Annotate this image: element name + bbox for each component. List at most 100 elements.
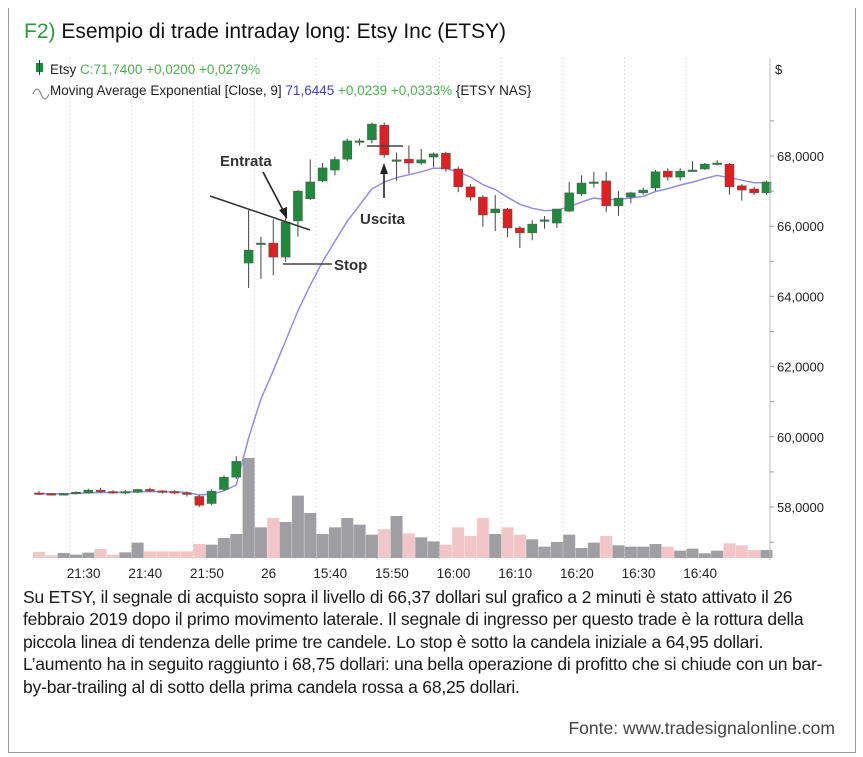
candle-body-down [502, 208, 513, 229]
y-tick-label: 62,0000 [777, 360, 824, 375]
candle-body-down [145, 489, 155, 492]
candle-body-up [256, 242, 266, 245]
volume-bar [131, 542, 144, 558]
candle [34, 491, 44, 495]
volume-bar [649, 544, 662, 558]
entry-label: Entrata [220, 153, 272, 170]
candle [675, 168, 685, 181]
volume-bar [205, 544, 218, 558]
x-tick-label: 16:10 [498, 566, 532, 581]
candle-body-down [194, 496, 205, 506]
exit-arrowhead-icon [380, 163, 388, 174]
y-tick-label: 66,0000 [777, 219, 824, 234]
y-tick-label: 58,0000 [777, 500, 824, 515]
candle [539, 216, 550, 229]
volume-bar [69, 554, 82, 558]
candle [293, 190, 303, 237]
volume-bar [476, 518, 489, 558]
candle [157, 490, 168, 494]
x-tick-label: 16:30 [622, 566, 656, 581]
volume-bars [33, 458, 773, 558]
volume-bar [612, 545, 625, 558]
exit-label: Uscita [360, 211, 406, 228]
volume-bar [427, 541, 440, 558]
candle-body-up [83, 489, 94, 494]
candle-body-up [650, 171, 661, 189]
candle [404, 145, 414, 174]
grid [69, 58, 687, 560]
candle-body-up [342, 140, 352, 160]
candle [268, 219, 279, 276]
volume-bar [119, 552, 132, 558]
figure-title: F2) Esempio di trade intraday long: Etsy… [24, 20, 506, 44]
candle [145, 487, 155, 493]
x-tick-label: 16:20 [560, 566, 594, 581]
candle [182, 491, 192, 497]
candle [465, 184, 476, 201]
volume-bar [550, 542, 563, 558]
candle-body-down [724, 163, 735, 188]
volume-bar [674, 550, 687, 558]
volume-bar [600, 536, 613, 558]
candle-body-up [490, 208, 500, 214]
candle [638, 187, 648, 195]
entry-arrow [262, 171, 285, 213]
candle-body-up [305, 181, 316, 200]
candle-body-down [95, 489, 106, 492]
trendline [209, 195, 311, 231]
candle-body-up [243, 249, 254, 264]
candle [219, 475, 229, 492]
candle [132, 488, 143, 493]
volume-bar [94, 549, 107, 558]
x-tick-label: 15:50 [375, 566, 409, 581]
volume-bar [735, 545, 748, 558]
candle [700, 163, 710, 171]
volume-bar [106, 554, 119, 558]
candle [552, 208, 562, 228]
volume-bar [661, 546, 674, 558]
candle-body-up [231, 461, 242, 478]
y-axis-unit: $ [775, 62, 783, 77]
candle-body-up [280, 221, 291, 258]
y-tick-label: 64,0000 [777, 289, 824, 304]
volume-bar [624, 546, 637, 558]
volume-bar [45, 555, 58, 558]
x-tick-label: 16:40 [683, 566, 717, 581]
candle-body-up [675, 170, 685, 178]
candle [95, 487, 106, 493]
candle-body-down [453, 168, 463, 188]
candle-body-up [391, 159, 402, 162]
volume-bar [341, 518, 354, 558]
figure-title-text: Esempio di trade intraday long: Etsy Inc… [61, 20, 507, 43]
volume-bar [723, 543, 736, 558]
ema-legend-icon [32, 88, 50, 100]
candle-body-up [367, 123, 377, 141]
candle-body-up [687, 169, 698, 172]
volume-bar [452, 527, 465, 558]
candle-body-up [712, 162, 722, 165]
volume-bar [57, 553, 70, 558]
candle [737, 184, 747, 201]
candle-body-up [58, 493, 69, 496]
candle-body-down [465, 186, 476, 198]
legend-symbol: Etsy [50, 62, 77, 77]
candle [428, 152, 439, 168]
candle-body-down [515, 227, 525, 234]
volume-bar [168, 551, 181, 558]
candle-body-up [219, 476, 229, 490]
candle [502, 207, 513, 238]
candle [83, 488, 94, 494]
legend-ema-label: Moving Average Exponential [Close, 9] [50, 83, 282, 98]
candle-body-up [552, 208, 562, 224]
volume-bar [230, 534, 243, 558]
candle-body-up [120, 491, 131, 494]
volume-bar [538, 546, 551, 558]
candle-body-up [71, 492, 81, 495]
candle [231, 456, 242, 479]
candle [626, 191, 636, 204]
candle [379, 122, 389, 158]
candle-body-up [293, 190, 303, 222]
x-axis: 21:30 21:40 21:50 26 15:40 15:50 16:00 16:10 16:… [67, 566, 717, 581]
volume-bar [686, 548, 699, 558]
volume-bar [575, 548, 588, 558]
